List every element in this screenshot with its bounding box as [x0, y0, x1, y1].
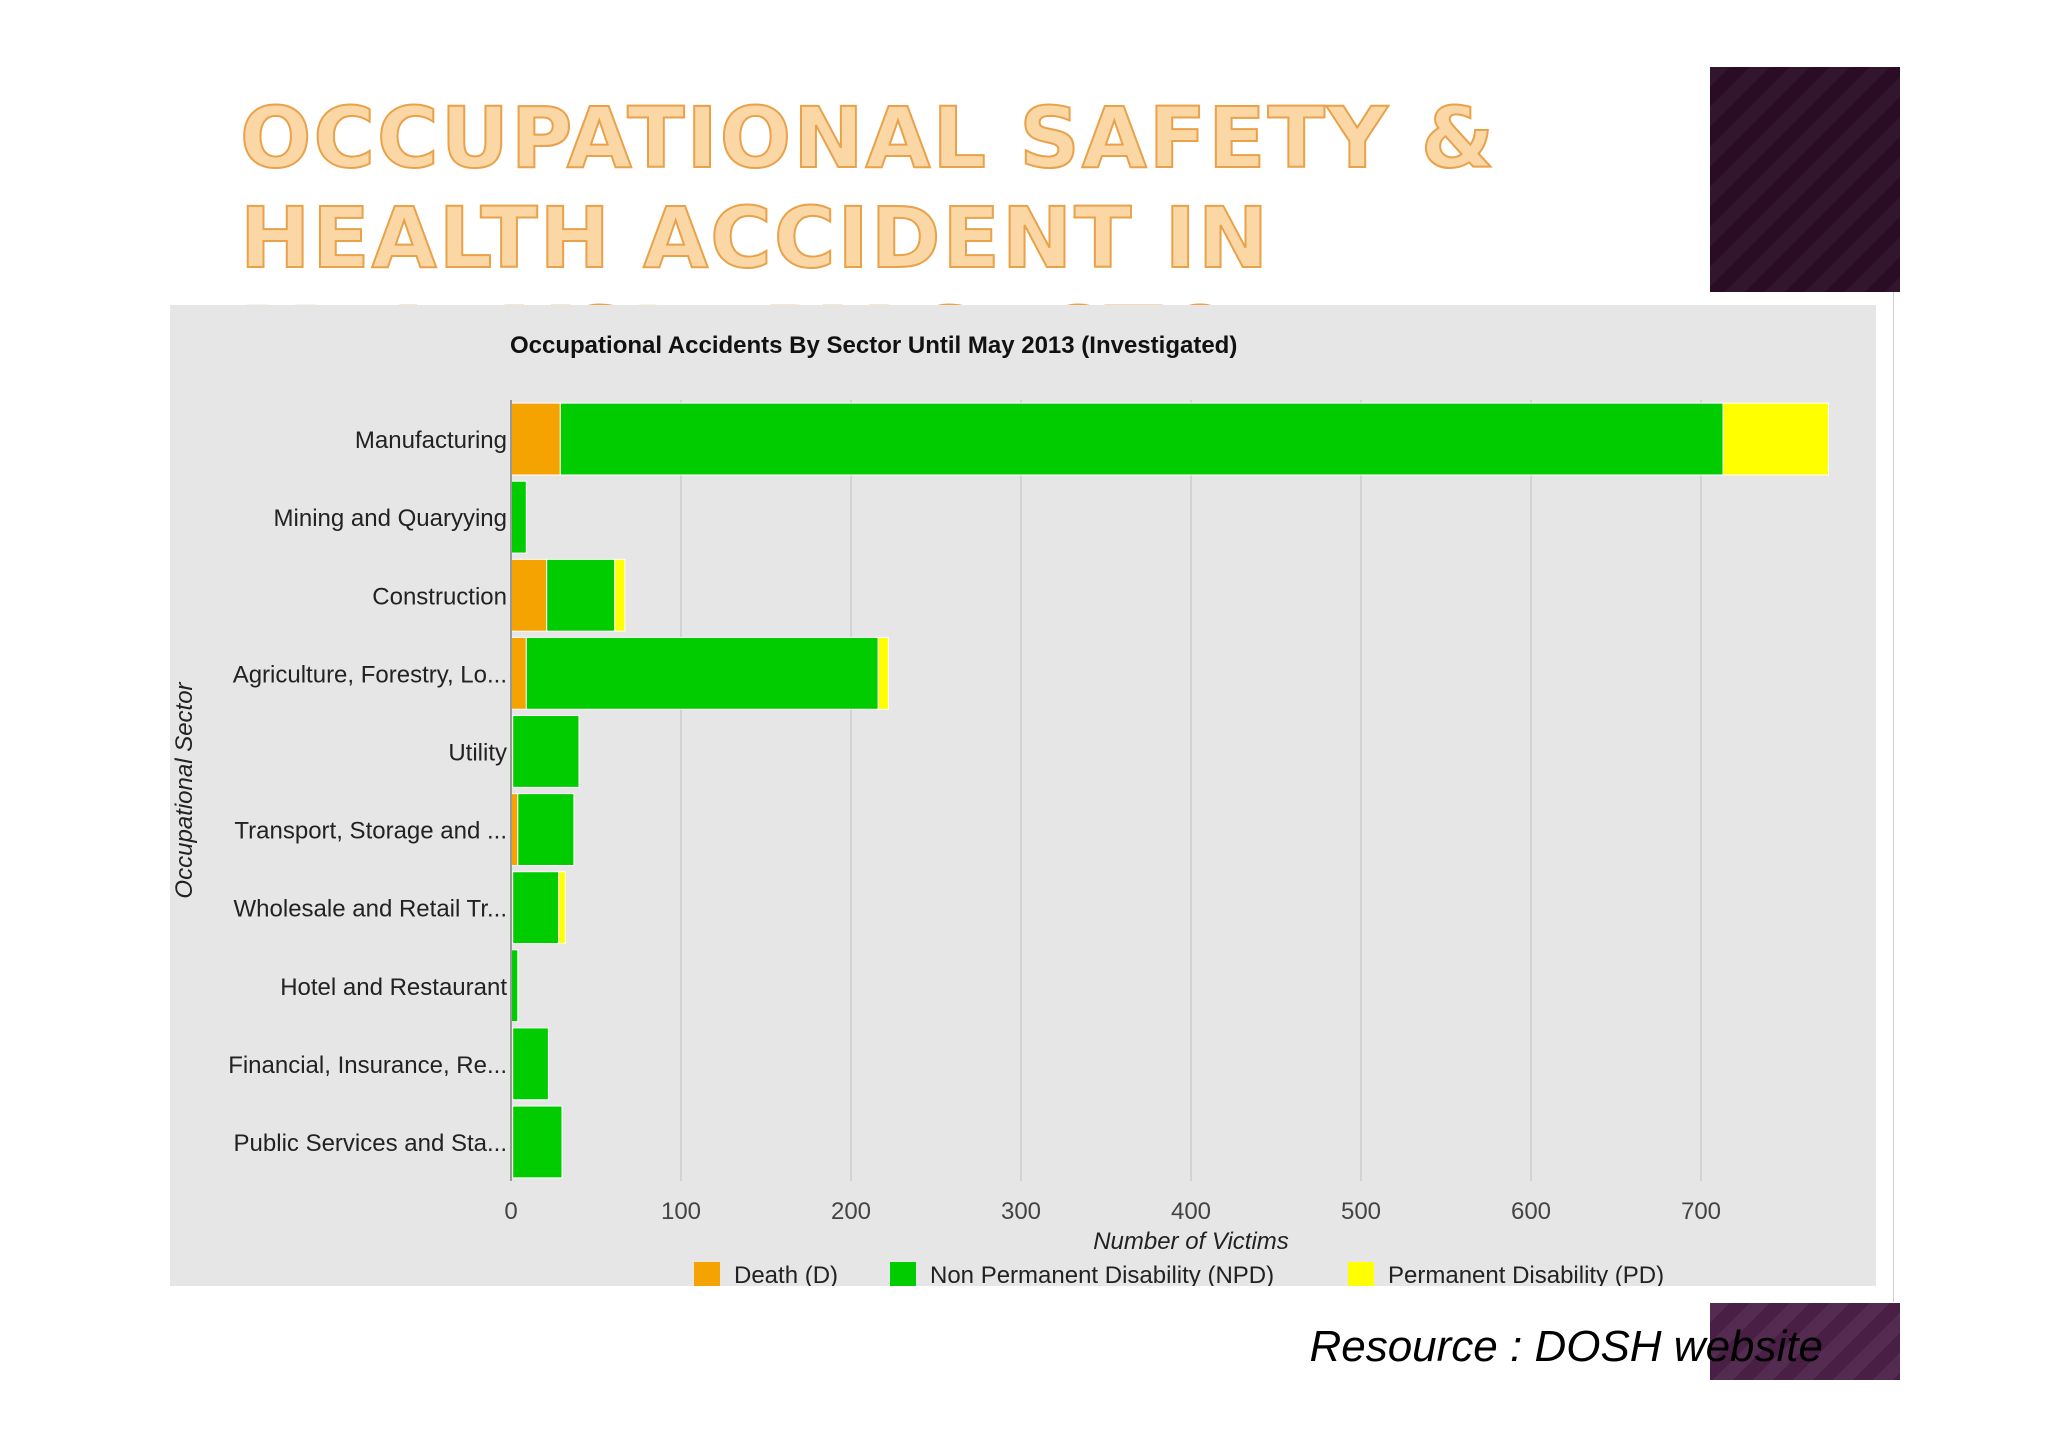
bar-financial-insurance-re-non-permanent-disability-npd — [512, 1027, 549, 1101]
decorative-block-top — [1710, 67, 1900, 292]
bar-transport-storage-and-non-permanent-disability-npd — [517, 793, 575, 866]
bar-utility-non-permanent-disability-npd — [512, 715, 580, 788]
bar-wholesale-and-retail-tr-permanent-disability-pd — [558, 871, 566, 945]
x-tick-label: 200 — [831, 1198, 871, 1225]
y-tick-label: Financial, Insurance, Re... — [228, 1052, 507, 1079]
bar-mining-and-quaryying-non-permanent-disability-npd — [510, 480, 527, 554]
decorative-block-bottom — [1710, 1303, 1900, 1380]
bar-construction-death-d — [510, 558, 548, 632]
y-tick-label: Mining and Quaryying — [274, 505, 507, 532]
bar-manufacturing-permanent-disability-pd — [1722, 402, 1829, 476]
legend-swatch-non-permanent-disability-npd — [890, 1262, 916, 1286]
x-tick-label: 300 — [1001, 1198, 1041, 1225]
y-tick-label: Transport, Storage and ... — [234, 818, 507, 845]
y-axis-label: Occupational Sector — [171, 681, 198, 898]
bar-transport-storage-and-death-d — [510, 793, 519, 866]
x-tick-label: 0 — [504, 1198, 517, 1225]
labels: Manufacturing Mining and Quaryying Constru… — [171, 332, 1721, 1255]
legend-swatch-death-d — [694, 1262, 720, 1286]
legend: Death (D) Non Permanent Disability (NPD) P… — [694, 1262, 1664, 1286]
y-tick-label: Public Services and Sta... — [234, 1130, 507, 1157]
legend-swatch-permanent-disability-pd — [1348, 1262, 1374, 1286]
bar-hotel-and-restaurant-non-permanent-disability-npd — [510, 949, 519, 1023]
x-tick-label: 600 — [1511, 1198, 1551, 1225]
y-tick-label: Agriculture, Forestry, Lo... — [233, 661, 507, 688]
bar-construction-non-permanent-disability-npd — [546, 558, 616, 632]
chart-title: Occupational Accidents By Sector Until M… — [510, 332, 1237, 359]
source-note: Resource : DOSH website — [1309, 1322, 1823, 1371]
chart-panel: Manufacturing Mining and Quaryying Constru… — [170, 305, 1876, 1286]
legend-label-non-permanent-disability-npd: Non Permanent Disability (NPD) — [930, 1262, 1274, 1286]
y-tick-label: Hotel and Restaurant — [280, 974, 507, 1001]
y-tick-label: Utility — [448, 739, 507, 766]
y-tick-label: Manufacturing — [355, 427, 507, 454]
bar-agriculture-forestry-lo-non-permanent-disability-npd — [525, 636, 879, 710]
divider-line — [1893, 292, 1894, 1302]
bar-agriculture-forestry-lo-death-d — [510, 636, 527, 710]
bar-manufacturing-death-d — [510, 402, 561, 476]
stacked-bar-chart: Manufacturing Mining and Quaryying Constru… — [171, 332, 1874, 1286]
plot-area — [511, 400, 1874, 1181]
bar-public-services-and-sta-non-permanent-disability-npd — [512, 1105, 563, 1179]
x-tick-label: 100 — [661, 1198, 701, 1225]
bar-construction-permanent-disability-pd — [614, 558, 626, 632]
x-tick-label: 500 — [1341, 1198, 1381, 1225]
y-tick-label: Wholesale and Retail Tr... — [234, 896, 507, 923]
legend-label-death-d: Death (D) — [734, 1262, 838, 1286]
bar-agriculture-forestry-lo-permanent-disability-pd — [877, 636, 889, 710]
y-tick-label: Construction — [372, 583, 507, 610]
bar-wholesale-and-retail-tr-non-permanent-disability-npd — [512, 871, 560, 945]
bars — [510, 402, 1829, 1179]
x-axis-label: Number of Victims — [1093, 1228, 1289, 1255]
grid-lines — [511, 400, 1874, 1181]
x-tick-label: 700 — [1681, 1198, 1721, 1225]
legend-label-permanent-disability-pd: Permanent Disability (PD) — [1388, 1262, 1664, 1286]
x-tick-label: 400 — [1171, 1198, 1211, 1225]
bar-manufacturing-non-permanent-disability-npd — [559, 402, 1724, 476]
